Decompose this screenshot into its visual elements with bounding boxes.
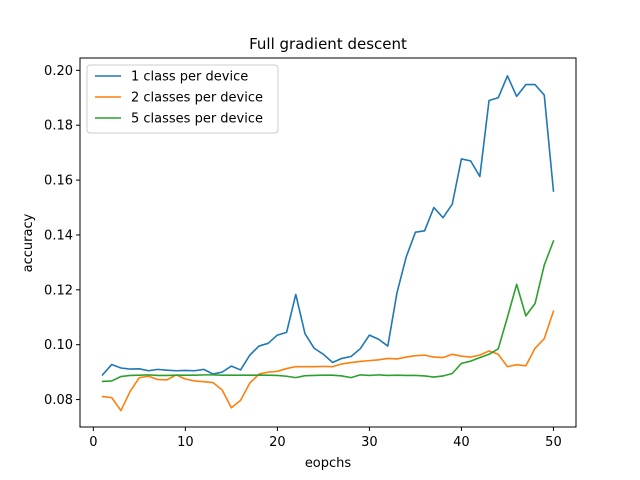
x-axis-label: eopchs	[305, 456, 352, 471]
y-axis-ticks: 0.08 0.10 0.12 0.14 0.16 0.18 0.20	[44, 64, 80, 408]
y-tick-label: 0.18	[44, 119, 73, 134]
x-tick-label: 0	[89, 435, 97, 450]
series-layer	[101, 75, 555, 412]
legend: 1 class per device 2 classes per device 5 …	[86, 64, 279, 134]
plot-frame	[79, 57, 577, 428]
y-tick-label: 0.20	[44, 64, 73, 79]
y-tick-label: 0.08	[44, 393, 73, 408]
x-tick-label: 30	[361, 435, 378, 450]
x-tick-label: 10	[177, 435, 194, 450]
legend-items: 1 class per device 2 classes per device 5 …	[95, 70, 263, 127]
legend-box	[86, 64, 279, 134]
y-axis-label: accuracy	[21, 213, 36, 272]
chart-title: Full gradient descent	[249, 35, 407, 53]
series-line-2	[101, 310, 555, 412]
y-tick-label: 0.10	[44, 338, 73, 353]
y-tick-label: 0.16	[44, 174, 73, 189]
y-tick-label: 0.14	[44, 228, 73, 243]
x-axis-ticks: 0 10 20 30 40 50	[89, 427, 562, 450]
legend-label-3: 5 classes per device	[131, 112, 263, 127]
y-tick-label: 0.12	[44, 283, 73, 298]
x-tick-label: 20	[269, 435, 286, 450]
legend-label-2: 2 classes per device	[131, 91, 263, 106]
series-line-1	[101, 75, 555, 376]
legend-label-1: 1 class per device	[131, 70, 248, 85]
x-tick-label: 50	[545, 435, 562, 450]
series-line-3	[101, 239, 555, 383]
x-tick-label: 40	[453, 435, 470, 450]
